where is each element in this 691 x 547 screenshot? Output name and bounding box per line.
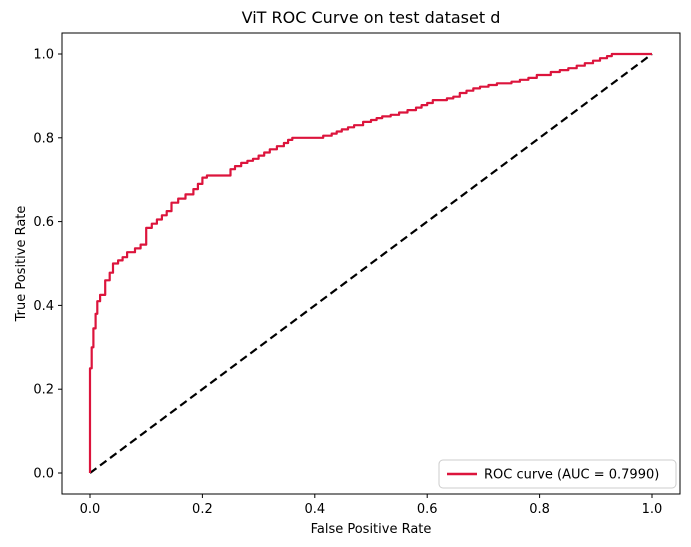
y-tick-label: 1.0 [33, 48, 54, 63]
y-tick-label: 0.2 [33, 383, 54, 398]
x-tick-label: 0.8 [529, 502, 550, 517]
y-tick-label: 0.6 [33, 215, 54, 230]
chance-diagonal-line [89, 53, 653, 474]
x-tick-label: 0.4 [304, 502, 325, 517]
roc-curve-line [88, 52, 652, 473]
y-axis-label: True Positive Rate [14, 205, 29, 322]
x-tick-label: 1.0 [642, 502, 663, 517]
x-tick-label: 0.6 [417, 502, 438, 517]
y-tick-label: 0.0 [33, 467, 54, 482]
legend-box [438, 459, 677, 489]
legend-label: ROC curve (AUC = 0.7990) [484, 468, 659, 483]
plot-border [61, 32, 681, 495]
x-tick-label: 0.0 [80, 502, 101, 517]
chart-title: ViT ROC Curve on test dataset d [241, 8, 501, 27]
y-tick-label: 0.4 [33, 299, 54, 314]
x-tick-label: 0.2 [192, 502, 213, 517]
y-tick-label: 0.8 [33, 131, 54, 146]
x-axis-label: False Positive Rate [310, 522, 432, 537]
